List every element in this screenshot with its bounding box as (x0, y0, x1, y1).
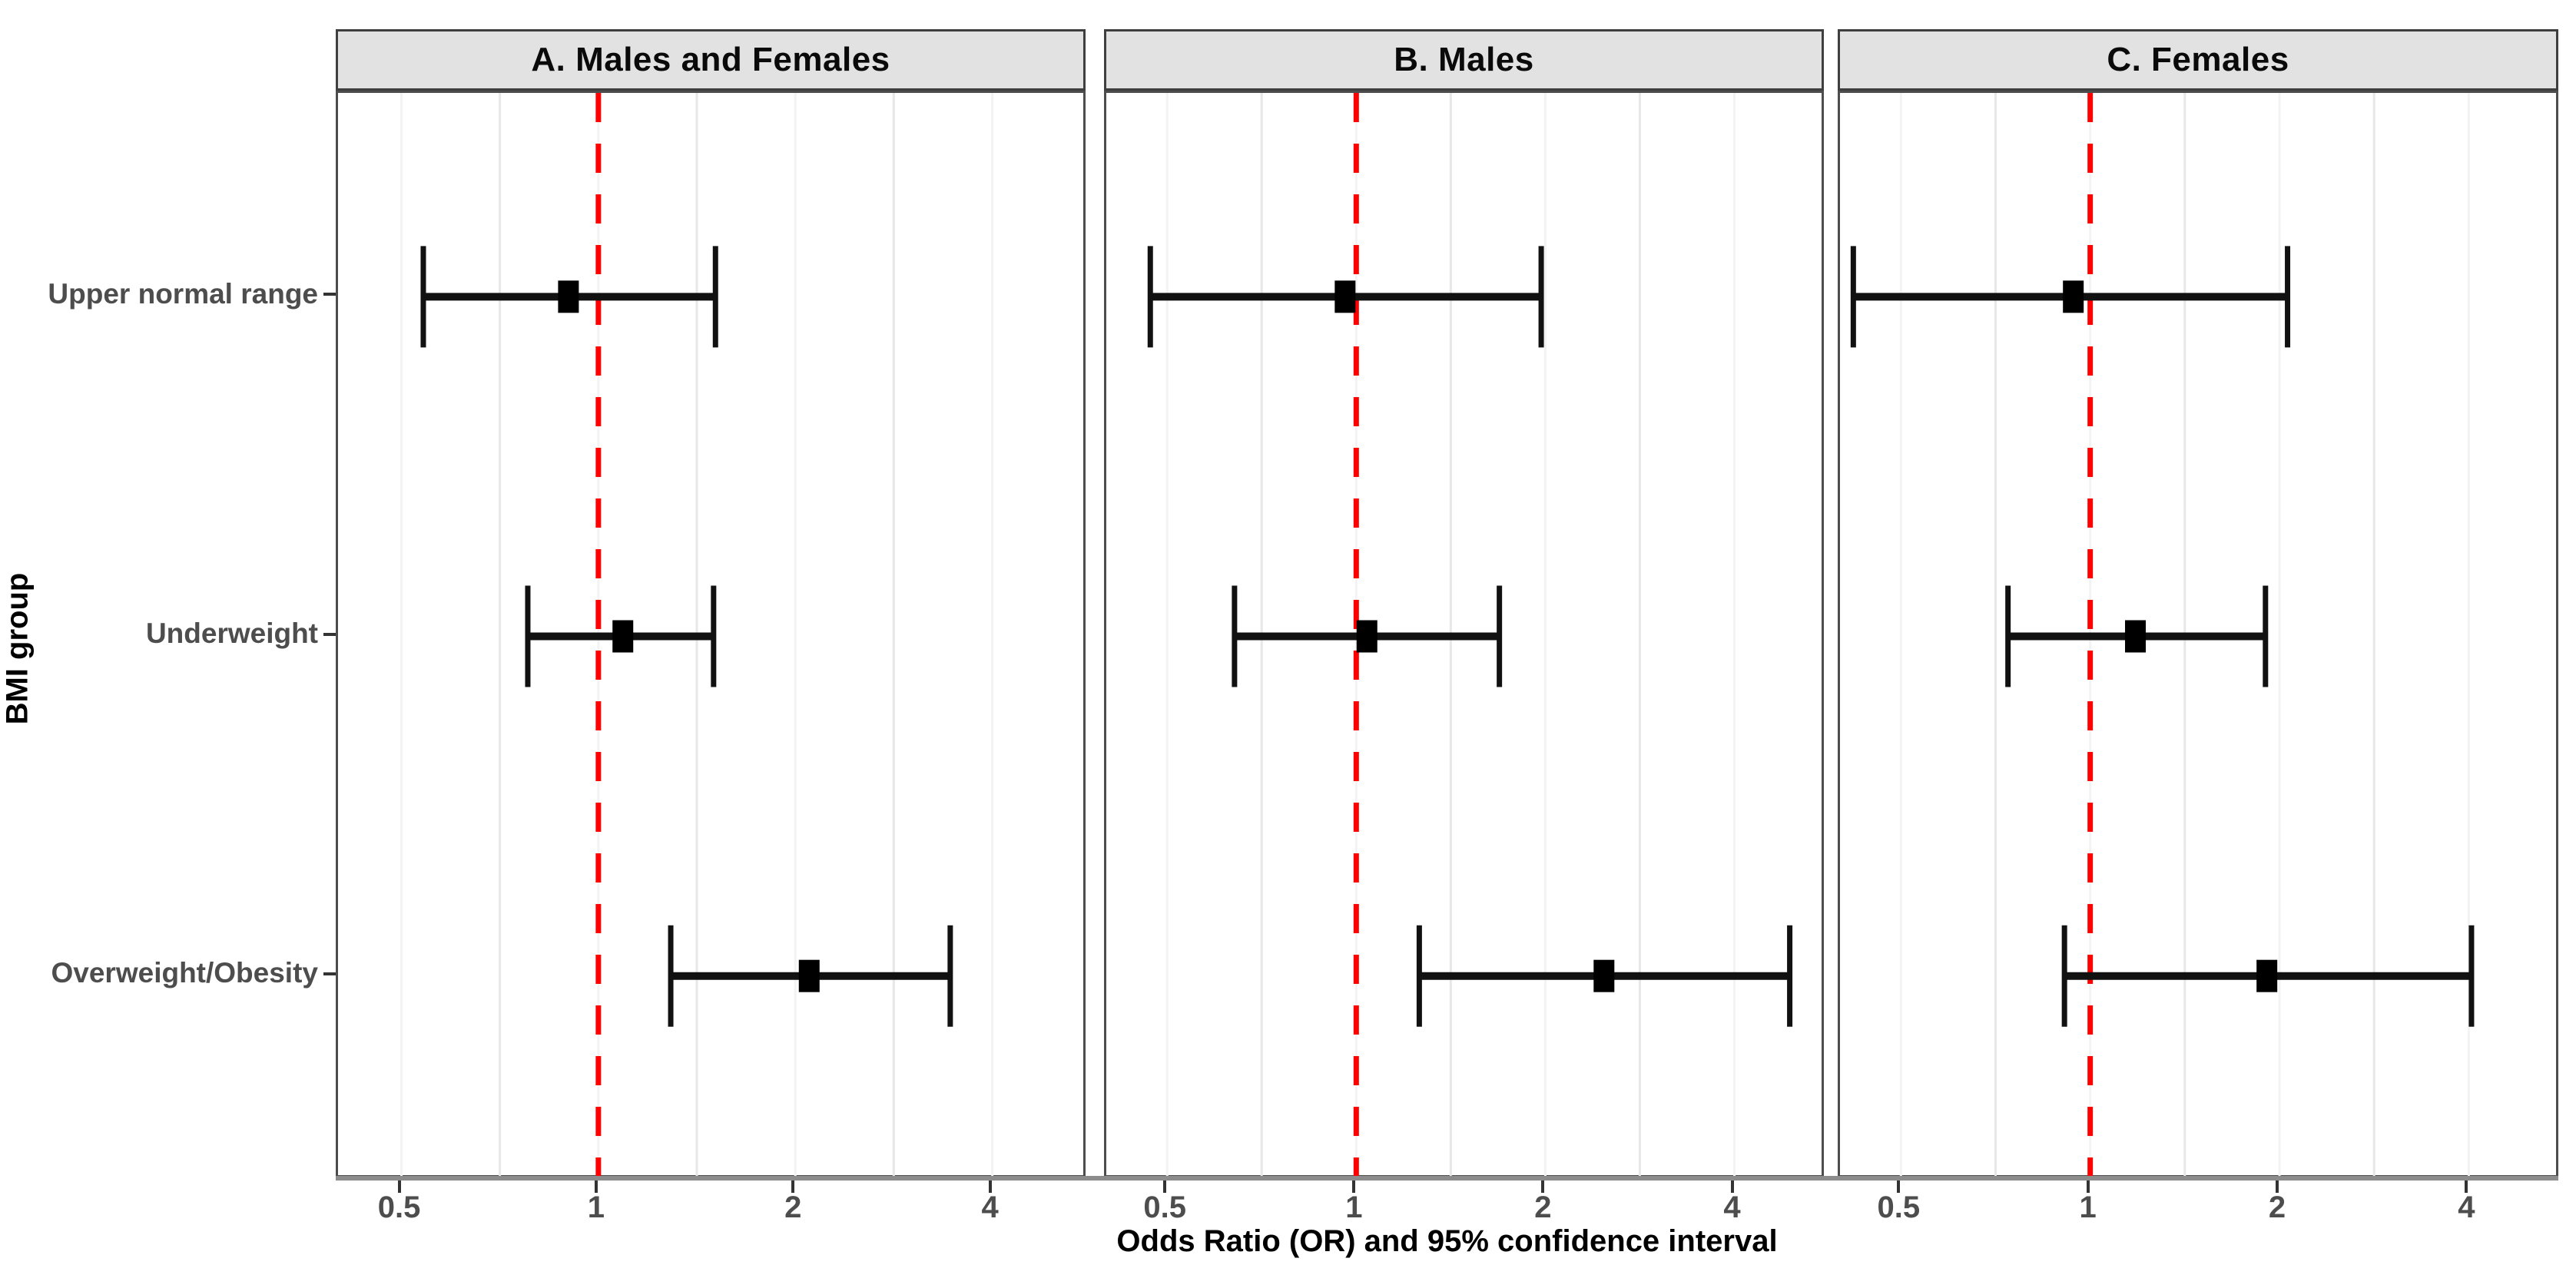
panel-plot-a (336, 91, 1086, 1180)
y-tick-mark (323, 632, 336, 636)
point-marker (1593, 959, 1615, 992)
x-tick-mark (791, 1181, 795, 1193)
point-marker (2063, 280, 2084, 313)
x-tick-label: 1 (587, 1190, 605, 1224)
y-tick-mark (323, 293, 336, 296)
x-tick-label: 0.5 (1877, 1190, 1921, 1224)
point-marker (2125, 620, 2147, 653)
point-marker (2256, 959, 2278, 992)
x-tick-mark (1541, 1181, 1545, 1193)
x-tick-label: 2 (784, 1190, 802, 1224)
panel-header-c: C. Females (1838, 29, 2558, 91)
panel-canvas-a (400, 93, 994, 1180)
panel-header-b: B. Males (1104, 29, 1824, 91)
point-marker (1356, 620, 1378, 653)
x-tick-label: 1 (1345, 1190, 1363, 1224)
panel-header-a: A. Males and Females (336, 29, 1086, 91)
y-tick-mark (323, 972, 336, 975)
y-category-label-underweight: Underweight (145, 618, 318, 649)
panel-canvas-b (1147, 93, 1793, 1180)
x-tick-mark (594, 1181, 598, 1193)
x-tick-label: 0.5 (377, 1190, 421, 1224)
x-tick-mark (397, 1181, 401, 1193)
x-axis-title: Odds Ratio (OR) and 95% confidence inter… (1116, 1224, 1778, 1258)
x-tick-label: 0.5 (1143, 1190, 1187, 1224)
x-tick-label: 4 (1723, 1190, 1741, 1224)
x-tick-label: 1 (2079, 1190, 2097, 1224)
panel-canvas-c (1850, 93, 2475, 1180)
x-tick-mark (1163, 1181, 1167, 1193)
y-category-label-upper-normal-range: Upper normal range (48, 278, 318, 310)
x-tick-label: 4 (981, 1190, 999, 1224)
x-tick-label: 4 (2458, 1190, 2475, 1224)
x-tick-mark (1352, 1181, 1356, 1193)
point-marker (612, 620, 634, 653)
panel-plot-b (1104, 91, 1824, 1180)
x-tick-mark (988, 1181, 992, 1193)
point-marker (558, 280, 579, 313)
panel-plot-c (1838, 91, 2558, 1180)
x-tick-mark (1730, 1181, 1734, 1193)
x-tick-mark (2276, 1181, 2279, 1193)
x-axis-line (336, 1176, 2558, 1181)
x-tick-label: 2 (1534, 1190, 1552, 1224)
y-category-label-overweight-obesity: Overweight/Obesity (51, 957, 319, 988)
point-marker (798, 959, 820, 992)
x-tick-mark (2086, 1181, 2090, 1193)
x-tick-mark (1897, 1181, 1901, 1193)
x-tick-mark (2465, 1181, 2468, 1193)
x-tick-label: 2 (2268, 1190, 2286, 1224)
point-marker (1334, 280, 1356, 313)
